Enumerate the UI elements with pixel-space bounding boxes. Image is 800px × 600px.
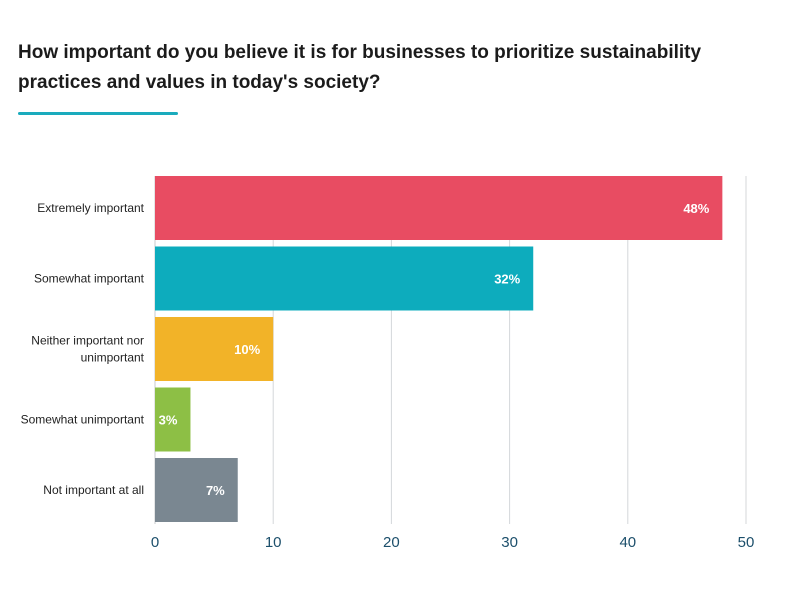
bar bbox=[155, 387, 191, 452]
title-accent-line bbox=[18, 112, 178, 115]
bar-value-label: 32% bbox=[494, 272, 520, 287]
x-tick-label: 0 bbox=[151, 534, 159, 551]
x-tick-label: 10 bbox=[265, 534, 282, 551]
bar-value-label: 48% bbox=[683, 201, 709, 216]
category-label: unimportant bbox=[81, 351, 145, 365]
x-axis-ticks: 0 10 20 30 40 50 bbox=[151, 534, 755, 551]
x-tick-label: 40 bbox=[619, 534, 636, 551]
category-label: Somewhat important bbox=[34, 272, 145, 286]
x-tick-label: 50 bbox=[738, 534, 755, 551]
bar bbox=[155, 246, 534, 311]
x-tick-label: 30 bbox=[501, 534, 518, 551]
bar-value-label: 10% bbox=[234, 342, 260, 357]
bar bbox=[155, 317, 274, 381]
x-tick-label: 20 bbox=[383, 534, 400, 551]
bar-value-label: 7% bbox=[206, 483, 225, 498]
category-label: Neither important nor bbox=[31, 334, 144, 348]
category-label: Extremely important bbox=[37, 201, 144, 215]
bar-value-label: 3% bbox=[159, 413, 178, 428]
category-label: Somewhat unimportant bbox=[21, 413, 145, 427]
category-label: Not important at all bbox=[43, 483, 144, 497]
bar bbox=[155, 458, 238, 522]
bar bbox=[155, 176, 723, 240]
category-labels: Extremely important Somewhat important Nei… bbox=[21, 201, 145, 497]
chart-title: How important do you believe it is for b… bbox=[18, 42, 702, 93]
bars: 48% 32% 10% 3% 7% bbox=[155, 176, 723, 522]
